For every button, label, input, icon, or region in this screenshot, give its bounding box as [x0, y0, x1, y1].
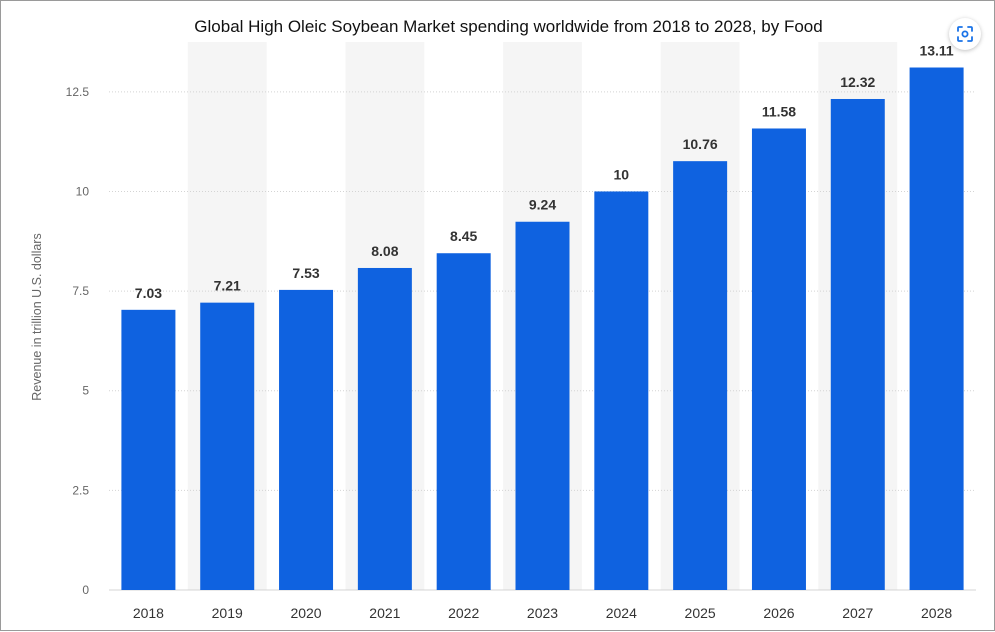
x-tick-label-2022: 2022 — [448, 605, 479, 621]
data-label-2026: 11.58 — [762, 103, 796, 119]
x-tick-label-2023: 2023 — [527, 605, 558, 621]
data-label-2021: 8.08 — [371, 243, 398, 259]
bar-2023 — [515, 221, 570, 590]
data-label-2022: 8.45 — [450, 228, 477, 244]
y-tick-label: 10 — [76, 184, 90, 198]
scan-icon — [957, 26, 973, 42]
x-tick-label-2024: 2024 — [606, 605, 637, 621]
y-tick-label: 0 — [82, 583, 89, 597]
bar-2028 — [909, 67, 964, 591]
y-axis-title: Revenue in trillion U.S. dollars — [30, 233, 44, 400]
data-label-2027: 12.32 — [840, 74, 875, 90]
data-label-2025: 10.76 — [683, 136, 718, 152]
x-tick-label-2019: 2019 — [212, 605, 243, 621]
data-labels: 7.03 7.21 7.53 8.08 8.45 9.24 10 10.76 11.58 12.3… — [135, 43, 954, 301]
y-tick-label: 5 — [82, 384, 89, 398]
visual-search-button[interactable] — [949, 18, 981, 50]
bar-2024 — [594, 191, 649, 591]
data-label-2019: 7.21 — [214, 278, 241, 294]
x-tick-label-2018: 2018 — [133, 605, 164, 621]
y-tick-label: 7.5 — [72, 284, 89, 298]
y-tick-label: 12.5 — [66, 85, 90, 99]
bar-2022 — [436, 253, 491, 590]
bar-2027 — [830, 98, 885, 590]
data-label-2020: 7.53 — [292, 265, 319, 281]
data-label-2018: 7.03 — [135, 285, 162, 301]
data-label-2023: 9.24 — [529, 197, 556, 213]
bar-2019 — [200, 302, 255, 590]
bar-2025 — [673, 161, 728, 590]
y-tick-label: 2.5 — [72, 483, 89, 497]
bar-2018 — [121, 309, 176, 590]
bar-2020 — [279, 289, 334, 590]
bars — [121, 67, 964, 591]
chart-title: Global High Oleic Soybean Market spendin… — [194, 17, 823, 36]
data-label-2028: 13.11 — [919, 43, 953, 59]
x-tick-label-2025: 2025 — [685, 605, 716, 621]
x-tick-label-2021: 2021 — [369, 605, 400, 621]
y-axis-ticks: 0 2.5 5 7.5 10 12.5 — [66, 85, 90, 597]
x-tick-label-2028: 2028 — [921, 605, 952, 621]
bar-2021 — [357, 267, 412, 590]
x-tick-label-2027: 2027 — [842, 605, 873, 621]
bar-2026 — [751, 128, 806, 590]
x-tick-label-2026: 2026 — [763, 605, 794, 621]
x-axis-ticks: 2018 2019 2020 2021 2022 2023 2024 2025 2026 2027… — [133, 605, 953, 621]
data-label-2024: 10 — [614, 166, 630, 182]
x-tick-label-2020: 2020 — [290, 605, 321, 621]
